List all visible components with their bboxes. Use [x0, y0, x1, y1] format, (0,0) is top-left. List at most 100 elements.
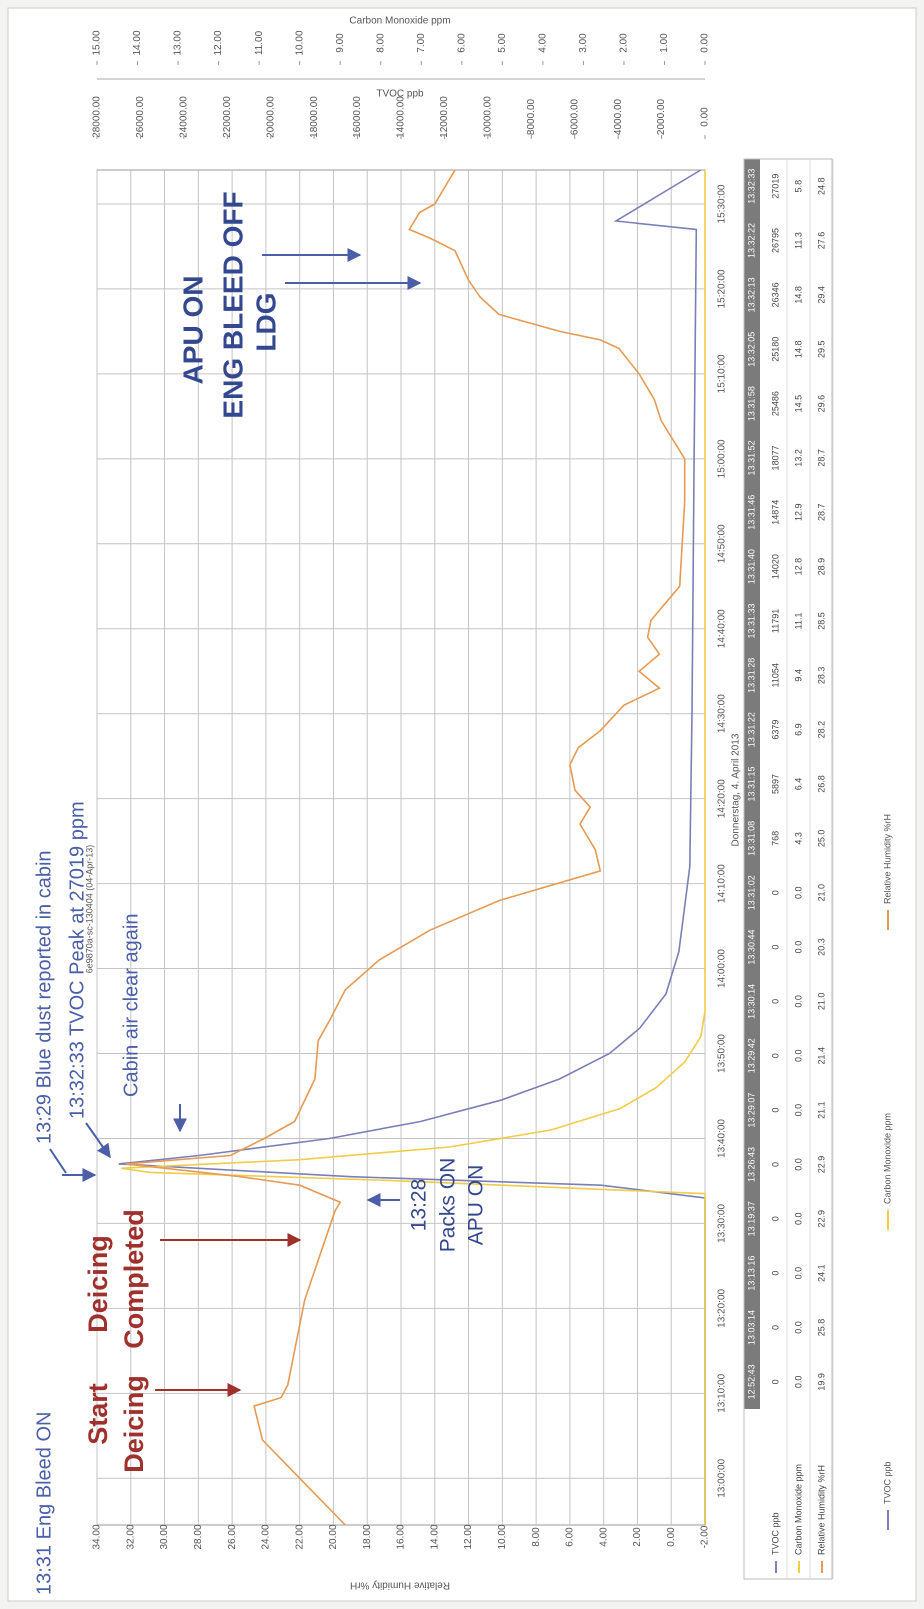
series-line [118, 169, 706, 1525]
table-header: 13:31:46 [746, 495, 756, 530]
table-cell: 11.1 [793, 613, 803, 630]
y-tick-label: 12.00 [213, 30, 224, 55]
table-row-label: TVOC ppb [770, 1512, 780, 1555]
table-cell: 0.0 [793, 1376, 803, 1389]
table-header: 13:31:58 [746, 386, 756, 421]
table-cell: 0 [770, 999, 780, 1004]
annotation: 13:29 Blue dust reported in cabin [33, 850, 55, 1144]
annotation: APU ON [465, 1165, 488, 1246]
y-tick-label: 2000.00 [656, 98, 667, 135]
table-header: 13:31:08 [746, 821, 756, 856]
grid [96, 170, 706, 1525]
table-cell: 13.2 [793, 449, 803, 467]
y-tick-label: 15.00 [92, 30, 103, 55]
table-cell: 14.5 [793, 395, 803, 413]
table-cell: 12.9 [793, 503, 803, 521]
table-cell: 14020 [770, 554, 780, 579]
x-axis-title: Donnerstag, 4. April 2013 [731, 733, 742, 846]
table-cell: 25180 [770, 337, 780, 362]
table-cell: 21.4 [816, 1047, 826, 1065]
table-cell: 0 [770, 1053, 780, 1058]
table-cell: 27.6 [816, 232, 826, 250]
table-cell: 0 [770, 1108, 780, 1113]
y-tick-label: 10.00 [497, 1524, 508, 1549]
table-cell: 21.0 [816, 884, 826, 902]
y-tick-label: 4.00 [538, 33, 549, 53]
table-header: 13:32:22 [746, 223, 756, 258]
table-cell: 28.5 [816, 612, 826, 630]
y-tick-label: 22000.00 [222, 96, 233, 138]
y-tick-label: 28.00 [193, 1524, 204, 1549]
table-header: 13:26:43 [746, 1147, 756, 1182]
table-cell: 14874 [770, 500, 780, 525]
table-cell: 9.4 [793, 669, 803, 682]
annotation: 13:28 [408, 1179, 431, 1232]
table-cell: 4.3 [793, 832, 803, 845]
table-header: 13:32:13 [746, 277, 756, 312]
table-cell: 28.7 [816, 449, 826, 467]
y-tick-label: 14.00 [132, 30, 143, 55]
x-tick-label: 13:50:00 [717, 1034, 728, 1073]
table-cell: 6379 [770, 720, 780, 740]
y-tick-label: 6000.00 [569, 98, 580, 135]
table-cell: 11054 [770, 663, 780, 687]
table-cell: 0.0 [793, 1213, 803, 1226]
annotation: Completed [119, 1209, 149, 1349]
axis-title: Carbon Monoxide ppm [349, 16, 450, 27]
x-tick-label: 14:20:00 [717, 779, 728, 818]
table-header: 13:31:52 [746, 440, 756, 475]
arrow [49, 1148, 67, 1174]
table-cell: 29.5 [816, 340, 826, 358]
x-tick-label: 14:50:00 [717, 524, 728, 563]
series-line [121, 170, 706, 1525]
table-cell: 28.9 [816, 558, 826, 576]
table-header-bg [744, 159, 760, 1409]
arrow [85, 1122, 111, 1159]
y-tick-label: 2.00 [619, 33, 630, 53]
table-header: 13:31:33 [746, 603, 756, 638]
y-tick-label: 0.00 [700, 107, 711, 127]
table-header: 13:31:15 [746, 766, 756, 801]
y-tick-label: 20000.00 [265, 96, 276, 138]
table-cell: 0 [770, 1162, 780, 1167]
axis-title: TVOC ppb [376, 89, 424, 100]
table-row-label: Relative Humidity %rH [816, 1465, 826, 1555]
table-cell: 18077 [770, 445, 780, 470]
table-header: 13:32:33 [746, 169, 756, 204]
table-cell: 20.3 [816, 938, 826, 956]
y-tick-label: 8000.00 [526, 98, 537, 135]
table-header: 13:30:44 [746, 930, 756, 965]
table-cell: 5.8 [793, 180, 803, 193]
table-cell: 26.8 [816, 775, 826, 793]
table-cell: 26795 [770, 228, 780, 253]
annotation: Deicing [83, 1235, 113, 1333]
table-header: 12:52:43 [746, 1364, 756, 1399]
annotation: Cabin air clear again [120, 914, 142, 1097]
legend-label: Relative Humidity %rH [882, 814, 892, 904]
table-cell: 0 [770, 1271, 780, 1276]
y-tick-label: 6.00 [565, 1527, 576, 1547]
x-tick-label: 13:30:00 [717, 1204, 728, 1243]
table-header: 13:13:16 [746, 1256, 756, 1291]
y-tick-label: 12.00 [463, 1524, 474, 1549]
labels: -2.000.002.004.006.008.0010.0012.0014.00… [33, 16, 892, 1595]
table-cell: 28.3 [816, 667, 826, 685]
table-cell: 0.0 [793, 941, 803, 954]
y-tick-label: 30.00 [159, 1524, 170, 1549]
annotation: 13:32:33 TVOC Peak at 27019 ppm [66, 801, 88, 1119]
x-tick-label: 13:10:00 [717, 1373, 728, 1412]
annotation: ENG BLEED OFF [217, 191, 248, 418]
table-cell: 0 [770, 1379, 780, 1384]
table-cell: 0.0 [793, 1321, 803, 1334]
lines [118, 169, 706, 1526]
table-cell: 21.1 [816, 1101, 826, 1119]
table-cell: 21.0 [816, 993, 826, 1011]
y-tick-label: 0.00 [666, 1527, 677, 1547]
table-cell: 29.6 [816, 395, 826, 413]
table-cell: 0 [770, 1325, 780, 1330]
table-cell: 22.9 [816, 1210, 826, 1228]
y-tick-label: 28000.00 [92, 96, 103, 138]
table-cell: 0.0 [793, 995, 803, 1008]
table-row-label: Carbon Monoxide ppm [793, 1464, 803, 1555]
